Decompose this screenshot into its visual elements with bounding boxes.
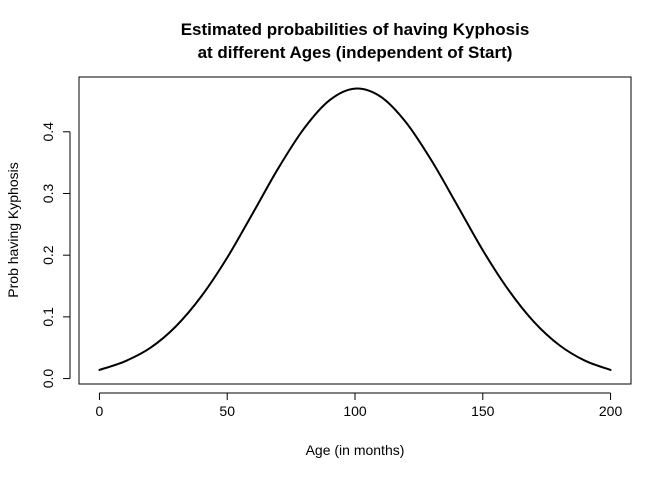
y-tick-label: 0.4 (40, 122, 56, 142)
y-axis-label: Prob having Kyphosis (5, 162, 21, 297)
chart-title-line2: at different Ages (independent of Start) (198, 43, 513, 62)
x-tick-label: 50 (219, 403, 235, 419)
x-tick-label: 150 (471, 403, 495, 419)
series-line (98, 87, 612, 371)
y-tick-label: 0.0 (40, 369, 56, 389)
x-tick-label: 0 (96, 403, 104, 419)
x-tick-label: 200 (599, 403, 623, 419)
y-tick-label: 0.1 (40, 307, 56, 327)
x-axis-label: Age (in months) (306, 442, 405, 458)
chart-title-line1: Estimated probabilities of having Kyphos… (181, 20, 530, 39)
x-tick-label: 100 (343, 403, 367, 419)
y-axis: 0.0 0.1 0.2 0.3 0.4 (40, 122, 71, 389)
y-tick-label: 0.3 (40, 184, 56, 204)
plot-frame (78, 76, 632, 385)
x-axis: 0 50 100 150 200 (96, 392, 623, 419)
y-tick-label: 0.2 (40, 245, 56, 265)
